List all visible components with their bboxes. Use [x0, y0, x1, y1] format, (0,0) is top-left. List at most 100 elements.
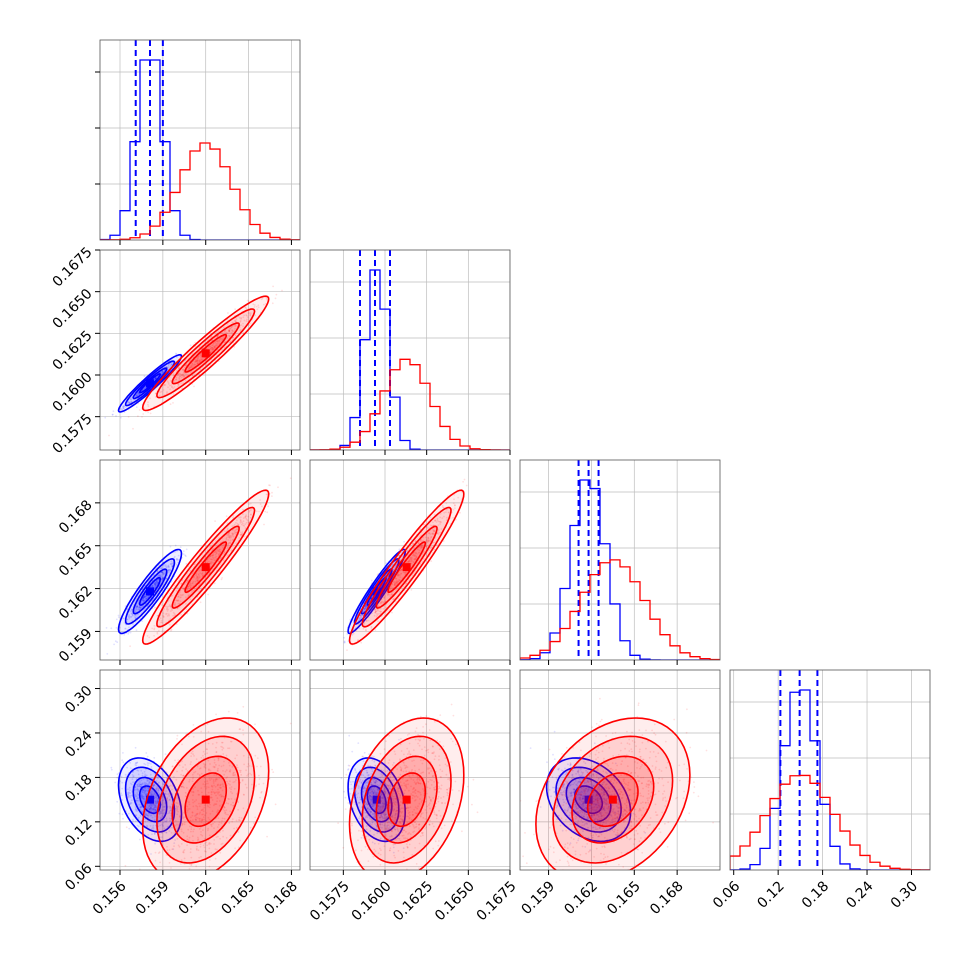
scatter-point — [211, 542, 214, 545]
scatter-point — [421, 545, 423, 547]
scatter-point — [170, 362, 173, 365]
scatter-point — [188, 360, 190, 363]
scatter-point — [250, 513, 252, 516]
scatter-point — [149, 412, 152, 415]
panel-frame — [99, 249, 301, 451]
scatter-point — [232, 532, 235, 535]
scatter-point — [432, 533, 434, 535]
scatter-point — [248, 324, 251, 327]
scatter-point — [234, 328, 236, 330]
scatter-point — [201, 357, 204, 359]
scatter-point — [365, 629, 367, 632]
scatter-point — [114, 781, 117, 784]
scatter-point — [138, 393, 141, 395]
scatter-point — [414, 554, 417, 557]
scatter-point — [142, 597, 145, 599]
scatter-point — [171, 563, 173, 566]
scatter-point — [413, 546, 416, 549]
scatter-point — [154, 392, 157, 395]
scatter-point — [226, 554, 229, 557]
scatter-point — [225, 331, 228, 334]
scatter-point — [200, 569, 203, 571]
scatter-point — [148, 762, 150, 765]
scatter-point — [232, 533, 235, 536]
scatter-point — [118, 812, 121, 815]
scatter-point — [419, 546, 421, 548]
scatter-point — [382, 591, 384, 594]
scatter-point — [346, 649, 348, 651]
scatter-point — [271, 495, 273, 497]
scatter-point — [155, 581, 158, 584]
scatter-point — [238, 317, 241, 319]
scatter-point — [240, 533, 242, 536]
scatter-point — [170, 606, 172, 609]
scatter-point — [403, 540, 405, 543]
scatter-point — [128, 827, 131, 830]
scatter-point — [111, 413, 114, 416]
scatter-point — [424, 536, 427, 539]
scatter-point — [412, 560, 415, 563]
scatter-point — [132, 781, 134, 783]
scatter-point — [453, 498, 455, 501]
scatter-point — [247, 515, 250, 518]
scatter-point — [165, 613, 167, 615]
scatter-point — [170, 629, 172, 632]
scatter-point — [220, 338, 223, 340]
scatter-point — [227, 334, 230, 337]
scatter-point — [140, 606, 142, 609]
scatter-point — [173, 379, 176, 382]
scatter-point — [184, 581, 187, 584]
scatter-point — [413, 561, 415, 564]
scatter-point — [194, 361, 197, 363]
scatter-point — [371, 596, 373, 599]
scatter-point — [374, 629, 377, 631]
scatter-point — [242, 513, 244, 515]
scatter-point — [242, 316, 245, 319]
scatter-point — [392, 555, 395, 558]
scatter-point — [174, 603, 177, 605]
scatter-point — [382, 570, 385, 572]
scatter-point — [135, 607, 138, 610]
scatter-point — [358, 617, 361, 620]
scatter-point — [211, 561, 214, 564]
scatter-point — [228, 533, 230, 536]
scatter-point — [361, 614, 364, 617]
scatter-point — [159, 382, 162, 385]
scatter-point — [239, 328, 242, 331]
scatter-point — [153, 813, 156, 816]
scatter-point — [177, 602, 180, 605]
scatter-point — [405, 571, 407, 574]
scatter-point — [214, 551, 217, 553]
scatter-point — [226, 527, 229, 530]
scatter-point — [193, 576, 195, 579]
scatter-point — [158, 810, 161, 813]
scatter-point — [131, 660, 133, 662]
scatter-point — [166, 782, 169, 785]
scatter-point — [364, 607, 367, 610]
scatter-point — [153, 604, 155, 607]
scatter-point — [121, 781, 124, 784]
scatter-point — [430, 536, 432, 539]
scatter-point — [143, 596, 145, 599]
scatter-point — [142, 605, 145, 607]
scatter-point — [186, 581, 189, 583]
scatter-point — [146, 595, 148, 598]
scatter-point — [139, 606, 142, 608]
scatter-point — [229, 539, 232, 542]
scatter-point — [383, 596, 386, 599]
scatter-point — [201, 573, 203, 575]
scatter-point — [148, 782, 150, 785]
histogram-series-0 — [100, 59, 300, 240]
scatter-point — [229, 541, 232, 544]
scatter-point — [209, 555, 212, 557]
scatter-point — [194, 358, 197, 361]
scatter-point — [380, 588, 383, 591]
scatter-point — [227, 535, 230, 538]
scatter-point — [145, 597, 148, 600]
scatter-point — [162, 370, 164, 373]
scatter-point — [166, 615, 169, 617]
scatter-point — [397, 573, 399, 576]
scatter-point — [219, 557, 222, 560]
scatter-point — [218, 553, 221, 555]
